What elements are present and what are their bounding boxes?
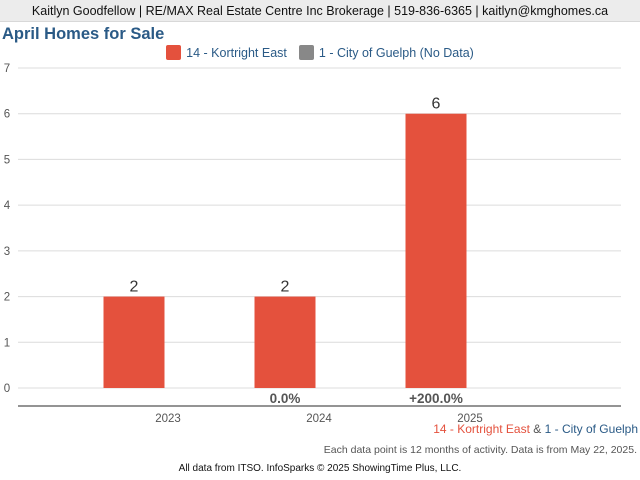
x-tick-label: 2025 xyxy=(457,413,483,425)
footer-area-primary: 14 - Kortright East xyxy=(433,422,530,436)
y-tick-label: 7 xyxy=(4,63,10,75)
legend-item-kortright-east[interactable]: 14 - Kortright East xyxy=(166,45,287,60)
data-label: 6 xyxy=(432,96,441,113)
footer-area-secondary: 1 - City of Guelph xyxy=(544,422,638,436)
y-tick-label: 3 xyxy=(4,246,10,258)
data-label: 2 xyxy=(281,279,290,296)
bar-chart: 0 1 2 3 4 5 6 7 2023 2024 2025 2 2 0.0% 6 +200.0% xyxy=(4,63,621,425)
bar-2023 xyxy=(103,296,165,388)
axes: 0 1 2 3 4 5 6 7 2023 2024 2025 xyxy=(4,63,621,425)
x-tick-label: 2024 xyxy=(306,413,332,425)
y-tick-label: 5 xyxy=(4,154,10,166)
data-label: 2 xyxy=(130,279,139,296)
bars xyxy=(103,113,467,388)
y-tick-label: 2 xyxy=(4,292,10,304)
change-label: 0.0% xyxy=(270,391,301,406)
chart-title: April Homes for Sale xyxy=(2,25,165,43)
change-label: +200.0% xyxy=(409,391,463,406)
footer-source: All data from ITSO. InfoSparks © 2025 Sh… xyxy=(178,463,462,474)
footer-ampersand: & xyxy=(529,422,545,436)
legend-item-city-of-guelph[interactable]: 1 - City of Guelph (No Data) xyxy=(298,45,474,60)
footer-data-note: Each data point is 12 months of activity… xyxy=(323,444,637,456)
y-tick-label: 1 xyxy=(4,337,10,349)
y-tick-label: 6 xyxy=(4,109,10,121)
bar-2024 xyxy=(254,296,316,388)
agent-contact-text: Kaitlyn Goodfellow | RE/MAX Real Estate … xyxy=(31,3,609,18)
x-tick-label: 2023 xyxy=(155,413,181,425)
legend-swatch-kortright-east xyxy=(166,45,182,60)
legend-label-city-of-guelph: 1 - City of Guelph (No Data) xyxy=(318,45,474,60)
bar-2025 xyxy=(405,113,467,388)
labels: 2 2 0.0% 6 +200.0% xyxy=(130,96,463,406)
y-tick-label: 4 xyxy=(4,200,11,212)
legend-label-kortright-east: 14 - Kortright East xyxy=(186,45,287,60)
footer-area-caption: 14 - Kortright East & 1 - City of Guelph xyxy=(0,422,640,436)
legend-swatch-city-of-guelph xyxy=(298,45,314,60)
chart-legend: 14 - Kortright East 1 - City of Guelph (… xyxy=(0,45,640,60)
y-tick-label: 0 xyxy=(4,383,10,395)
agent-contact-bar: Kaitlyn Goodfellow | RE/MAX Real Estate … xyxy=(0,0,640,22)
